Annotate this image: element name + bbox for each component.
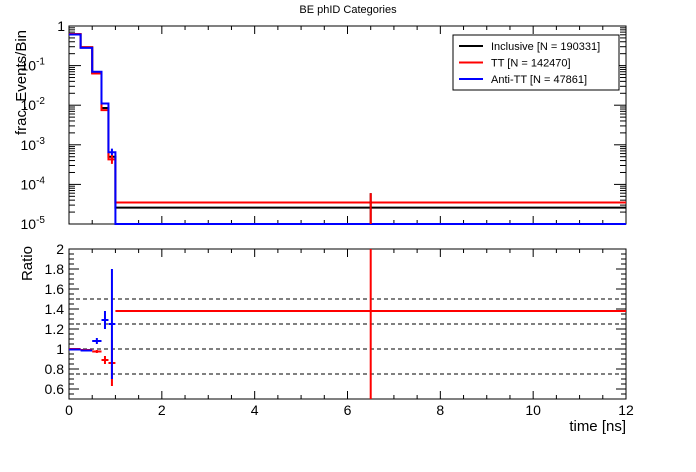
top-y-tick-label: 10-1 [21, 57, 46, 74]
legend-label-0: Inclusive [N = 190331] [491, 41, 600, 53]
top-y-tick-label: 10-3 [21, 136, 46, 153]
histogram-series-2 [69, 33, 626, 225]
bottom-plot: 0.6 0.8 1 1.2 1.4 1.6 1.8 2 0 2 4 6 8 10 12 [45, 241, 634, 418]
top-y-tick-label: 10-4 [21, 175, 46, 192]
legend: Inclusive [N = 190331] TT [N = 142470] Ant… [452, 34, 620, 91]
top-y-axis-label: frac. Events/Bin [13, 30, 30, 135]
x-tick-label: 4 [251, 402, 259, 418]
bottom-y-axis-label: Ratio [19, 246, 36, 281]
chart-title: BE phID Categories [299, 4, 397, 16]
x-tick-label: 10 [525, 402, 541, 418]
ratio-point-s1-2 [92, 338, 102, 344]
x-tick-label: 8 [436, 402, 444, 418]
legend-label-2: Anti-TT [N = 47861] [491, 74, 587, 86]
ratio-point-s1-0 [69, 348, 81, 351]
bottom-y-tick-label: 1.2 [45, 321, 65, 337]
bottom-y-tick-label: 0.6 [45, 381, 65, 397]
ratio-point-s1-4 [108, 269, 116, 379]
top-y-tick-label: 1 [57, 18, 65, 34]
bottom-y-tick-label: 2 [56, 241, 64, 257]
bottom-y-tick-label: 0.8 [45, 361, 65, 377]
ratio-point-s0-2 [92, 350, 102, 353]
bottom-plot-frame [68, 248, 627, 400]
ratio-point-s0-3 [101, 356, 109, 364]
top-y-tick-label: 10-2 [21, 96, 46, 113]
ratio-point-s0-5 [115, 249, 626, 399]
x-axis-label: time [ns] [569, 418, 626, 435]
x-tick-label: 0 [65, 402, 73, 418]
x-tick-label: 12 [618, 402, 634, 418]
top-y-tick-label: 10-5 [21, 215, 46, 232]
ratio-point-s1-3 [101, 311, 109, 329]
bottom-y-tick-label: 1.4 [45, 301, 65, 317]
legend-label-1: TT [N = 142470] [491, 58, 571, 70]
x-tick-label: 2 [158, 402, 166, 418]
ratio-point-s1-1 [80, 349, 93, 352]
bottom-y-tick-label: 1.8 [45, 261, 65, 277]
x-tick-label: 6 [344, 402, 352, 418]
bottom-y-tick-label: 1 [56, 341, 64, 357]
bottom-y-tick-label: 1.6 [45, 281, 65, 297]
